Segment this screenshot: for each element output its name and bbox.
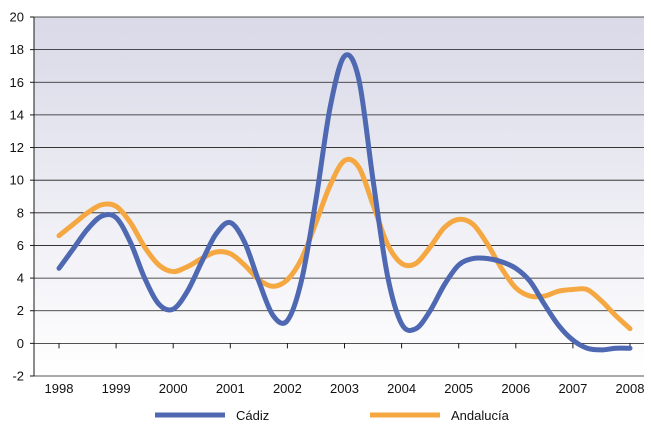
x-tick-label: 2005 xyxy=(444,381,473,396)
x-tick-label: 2008 xyxy=(616,381,645,396)
axes: -2 0 2 4 6 8 10 12 14 16 18 20 1998 1999 2000 2001 2002 2… xyxy=(10,10,645,397)
series-line-andalucia xyxy=(56,156,633,332)
x-tick-label: 1999 xyxy=(102,381,131,396)
x-tick-label: 2003 xyxy=(330,381,359,396)
y-tick-label: 8 xyxy=(17,205,24,220)
x-tick-label: 1998 xyxy=(45,381,74,396)
y-tick-label: 6 xyxy=(17,238,24,253)
legend-label-cadiz: Cádiz xyxy=(236,408,269,423)
x-tick-label: 2007 xyxy=(558,381,587,396)
y-tick-label: 14 xyxy=(10,107,24,122)
y-tick-label: 20 xyxy=(10,10,24,25)
series-line-cadiz xyxy=(56,52,633,353)
y-tick-label: 16 xyxy=(10,75,24,90)
y-tick-label: 4 xyxy=(17,271,24,286)
y-tick-label: 18 xyxy=(10,42,24,57)
y-tick-label: 2 xyxy=(17,303,24,318)
legend: Cádiz Andalucía xyxy=(155,408,510,423)
y-tick-label: 10 xyxy=(10,173,24,188)
x-tick-label: 2002 xyxy=(273,381,302,396)
x-tick-label: 2001 xyxy=(216,381,245,396)
series-lines xyxy=(56,52,633,353)
y-tick-label: 12 xyxy=(10,140,24,155)
x-tick-label: 2000 xyxy=(159,381,188,396)
x-tick-label: 2004 xyxy=(387,381,416,396)
y-tick-label: 0 xyxy=(17,336,24,351)
x-tick-label: 2006 xyxy=(501,381,530,396)
legend-label-andalucia: Andalucía xyxy=(451,408,510,423)
y-tick-label: -2 xyxy=(12,369,24,384)
gridlines xyxy=(34,16,644,377)
